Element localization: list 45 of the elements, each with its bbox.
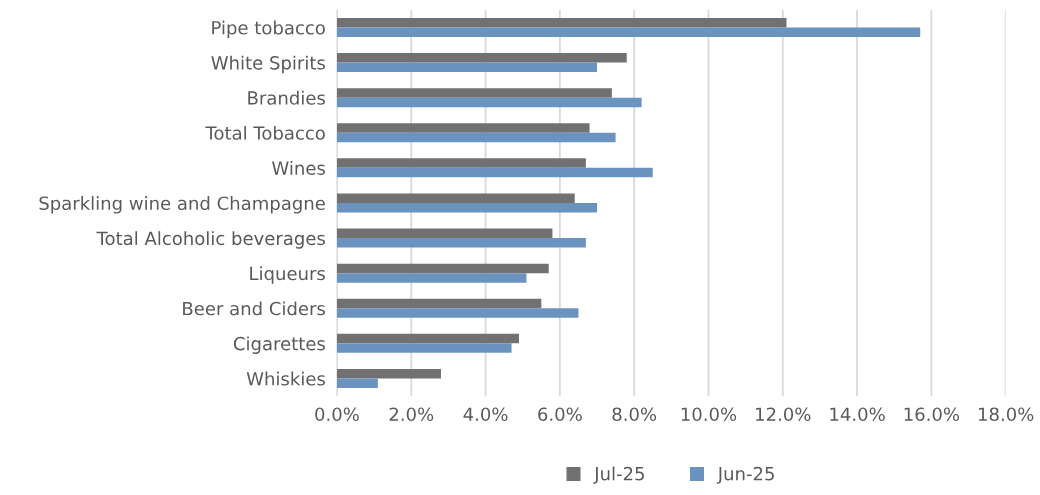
x-tick-label: 6.0% <box>538 407 582 422</box>
bar <box>336 17 787 28</box>
y-tick-label: Sparkling wine and Champagne <box>39 196 325 214</box>
x-tick-label: 2.0% <box>389 407 434 422</box>
y-tick-label: Pipe tobacco <box>212 20 325 39</box>
bar <box>336 263 549 274</box>
y-tick-label: Brandies <box>248 90 325 105</box>
bar <box>336 123 590 133</box>
bar <box>336 228 553 239</box>
x-tick-label: 0.0% <box>315 407 359 422</box>
bar <box>336 238 586 248</box>
bar <box>336 333 519 344</box>
x-tick-label: 14.0% <box>830 407 885 422</box>
bar <box>336 132 616 143</box>
bar <box>336 158 586 168</box>
legend-label: Jun-25 <box>716 466 774 484</box>
y-tick-label: Total Alcoholic beverages <box>96 231 325 249</box>
bar <box>336 378 378 388</box>
bar <box>336 167 653 178</box>
bar <box>336 88 612 98</box>
bar <box>336 27 921 37</box>
bar <box>336 202 598 213</box>
bar <box>336 343 512 353</box>
x-tick-label: 18.0% <box>978 407 1034 422</box>
bar <box>336 97 642 108</box>
x-tick-label: 12.0% <box>756 407 811 422</box>
bar <box>336 53 627 63</box>
x-tick-label: 4.0% <box>463 407 508 422</box>
y-tick-label: Cigarettes <box>233 336 325 354</box>
x-tick-label: 10.0% <box>681 407 737 422</box>
legend-label: Jul-25 <box>593 466 644 484</box>
y-tick-label: Total Tobacco <box>205 125 325 140</box>
y-tick-label: Liqueurs <box>250 266 325 284</box>
bar <box>336 298 542 309</box>
y-tick-label: Wines <box>272 160 325 175</box>
bar <box>336 368 441 379</box>
y-tick-label: Beer and Ciders <box>183 301 325 316</box>
y-tick-label: White Spirits <box>211 55 325 74</box>
bar <box>336 62 598 73</box>
x-tick-label: 16.0% <box>904 407 960 422</box>
bar <box>336 193 575 203</box>
y-tick-label: Whiskies <box>246 371 325 386</box>
bar <box>336 308 579 318</box>
bar <box>336 273 527 283</box>
x-tick-label: 8.0% <box>612 407 657 422</box>
